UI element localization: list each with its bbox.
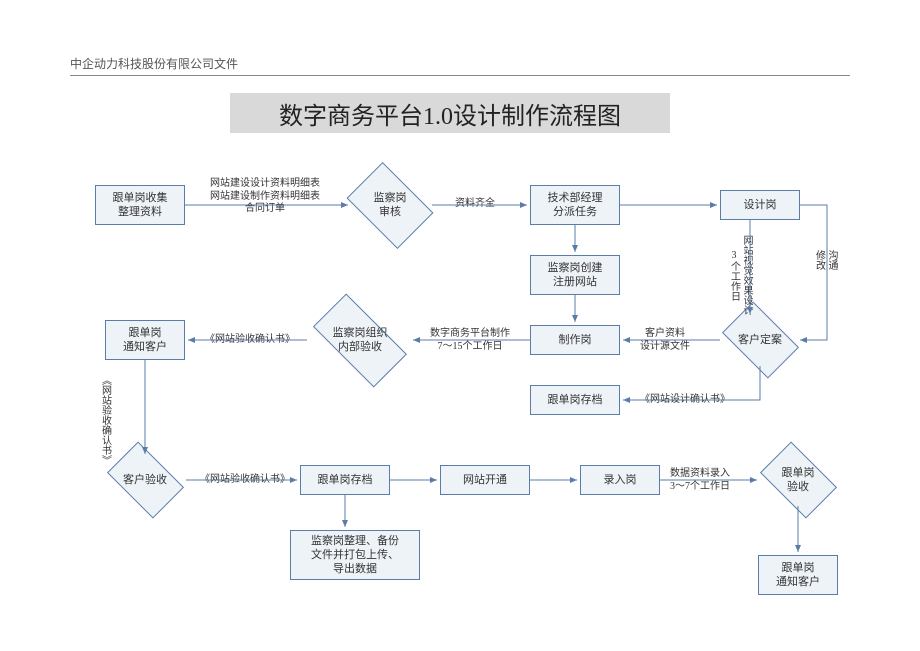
label-design-confirm: 《网站设计确认书》 <box>640 394 730 407</box>
label-platform-days: 数字商务平台制作7～15个工作日 <box>430 328 510 353</box>
node-notify-client-2: 跟单岗通知客户 <box>758 555 838 595</box>
node-client-accept-label: 客户验收 <box>123 473 167 487</box>
node-archive-1: 跟单岗存档 <box>530 385 620 415</box>
node-production: 制作岗 <box>530 325 620 355</box>
label-accept-confirm-2: 《网站验收确认书》 <box>98 375 111 465</box>
node-archive-2: 跟单岗存档 <box>300 465 390 495</box>
label-visual-design: 网站视觉效果设计3个工作日 <box>727 235 752 315</box>
page-header-company: 中企动力科技股份有限公司文件 <box>70 55 238 72</box>
node-internal-accept: 监察岗组织内部验收 <box>300 308 420 372</box>
node-client-final: 客户定案 <box>715 310 805 370</box>
label-comm-modify: 沟通修改 <box>812 250 837 270</box>
node-audit-label: 监察岗审核 <box>374 191 407 220</box>
label-data-entry-days: 数据资料录入3～7个工作日 <box>670 468 730 493</box>
label-materials: 网站建设设计资料明细表网站建设制作资料明细表合同订单 <box>210 178 320 216</box>
title-box: 数字商务平台1.0设计制作流程图 <box>230 93 670 133</box>
label-accept-confirm-1: 《网站验收确认书》 <box>205 334 295 347</box>
node-entry: 录入岗 <box>580 465 660 495</box>
node-assign-task: 技术部经理分派任务 <box>530 185 620 225</box>
node-client-final-label: 客户定案 <box>738 333 782 347</box>
label-complete: 资料齐全 <box>455 198 495 211</box>
node-audit: 监察岗审核 <box>340 170 440 240</box>
node-client-accept: 客户验收 <box>100 450 190 510</box>
label-accept-confirm-3: 《网站验收确认书》 <box>200 474 290 487</box>
node-internal-accept-label: 监察岗组织内部验收 <box>333 326 388 355</box>
node-follow-accept-label: 跟单岗验收 <box>782 466 815 495</box>
header-rule <box>70 75 850 76</box>
node-backup-export: 监察岗整理、备份文件并打包上传、导出数据 <box>290 530 420 580</box>
node-site-open: 网站开通 <box>440 465 530 495</box>
node-design: 设计岗 <box>720 190 800 220</box>
node-create-register-site: 监察岗创建注册网站 <box>530 255 620 295</box>
node-collect-materials: 跟单岗收集整理资料 <box>95 185 185 225</box>
node-follow-accept: 跟单岗验收 <box>753 450 843 510</box>
node-notify-client-1: 跟单岗通知客户 <box>105 320 185 360</box>
label-client-src: 客户资料设计源文件 <box>640 328 690 353</box>
